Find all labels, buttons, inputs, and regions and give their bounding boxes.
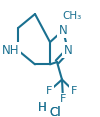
Text: Cl: Cl	[49, 106, 61, 117]
Text: F: F	[71, 86, 77, 96]
Text: F: F	[46, 86, 52, 96]
Text: H: H	[38, 101, 46, 114]
Text: F: F	[60, 94, 66, 104]
Text: Cl: Cl	[49, 106, 61, 117]
Text: N: N	[64, 44, 72, 57]
Text: NH: NH	[2, 44, 20, 57]
Text: H: H	[38, 101, 46, 114]
Text: N: N	[59, 24, 67, 37]
Text: CH₃: CH₃	[62, 11, 82, 21]
